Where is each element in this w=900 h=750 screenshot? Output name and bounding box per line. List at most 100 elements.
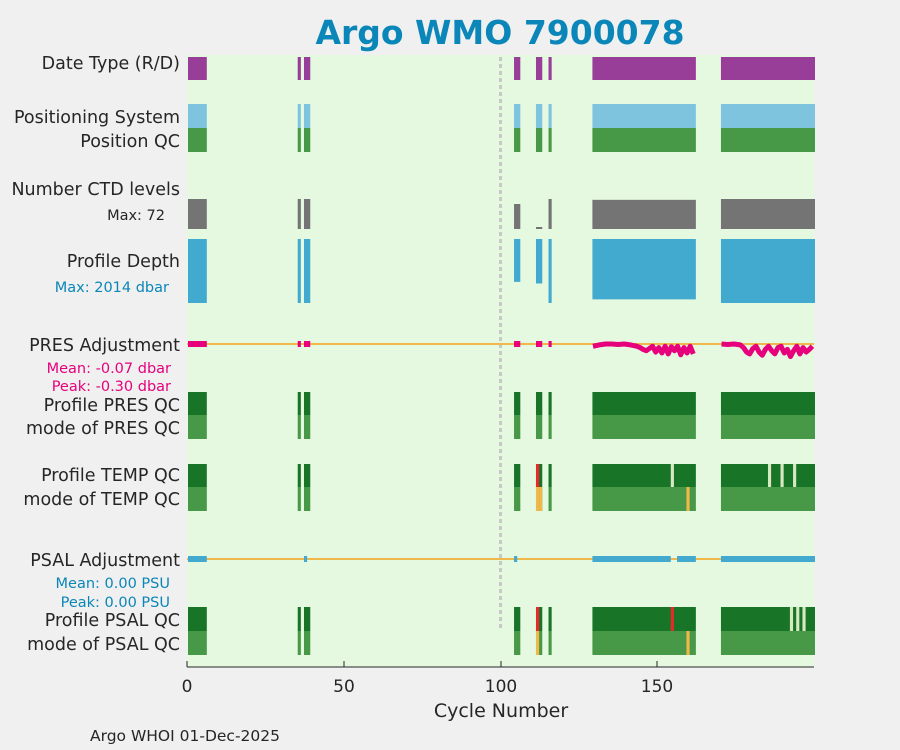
- mode-pres-qc-bar: [592, 415, 696, 439]
- mode-pres-qc-bar: [548, 415, 552, 439]
- psal-qc-flag: [535, 607, 540, 631]
- profile-temp-qc-bar: [514, 464, 521, 487]
- temp-qc-flag: [670, 464, 674, 487]
- psal-qc-flag: [535, 631, 540, 655]
- psal-adjustment-mark: [303, 556, 308, 562]
- mode-temp-qc-bar: [548, 487, 552, 511]
- mode-temp-qc-bar: [720, 487, 815, 511]
- mode-pres-qc-bar: [720, 415, 815, 439]
- label-date-type: Date Type (R/D): [42, 54, 180, 74]
- profile-psal-qc-bar: [548, 607, 552, 631]
- position-qc-bar: [720, 128, 815, 152]
- profile-depth-bar: [188, 239, 207, 303]
- label-mode-temp-qc: mode of TEMP QC: [23, 490, 180, 510]
- profile-temp-qc-bar: [303, 464, 311, 487]
- temp-qc-flag: [793, 464, 797, 487]
- x-axis-label: Cycle Number: [434, 700, 568, 722]
- mode-psal-qc-bar: [720, 631, 815, 655]
- position-qc-bar: [514, 128, 521, 152]
- label-pres-adjustment: PRES Adjustment: [29, 336, 180, 356]
- label-profile-temp-qc: Profile TEMP QC: [41, 466, 180, 486]
- positioning-bar: [514, 104, 521, 128]
- mode-pres-qc-bar: [535, 415, 543, 439]
- position-qc-bar: [188, 128, 207, 152]
- date-type-bar: [188, 57, 207, 80]
- position-qc-bar: [303, 128, 311, 152]
- mode-pres-qc-bar: [303, 415, 311, 439]
- pres-adjustment-line: [721, 341, 815, 360]
- label-pres-peak: Peak: -0.30 dbar: [52, 379, 171, 395]
- profile-pres-qc-bar: [297, 392, 301, 415]
- mode-psal-qc-bar: [188, 631, 207, 655]
- pres-adjustment-line: [592, 341, 696, 358]
- mode-psal-qc-bar: [514, 631, 521, 655]
- date-type-bar: [303, 57, 311, 80]
- psal-adjustment-mark: [188, 556, 207, 562]
- mode-psal-qc-bar: [297, 631, 301, 655]
- psal-qc-flag: [670, 607, 674, 631]
- psal-qc-flag: [802, 607, 806, 631]
- profile-depth-bar: [548, 239, 552, 303]
- pres-adjustment-mark: [297, 341, 301, 347]
- label-psal-mean: Mean: 0.00 PSU: [56, 576, 170, 592]
- profile-psal-qc-bar: [303, 607, 311, 631]
- profile-psal-qc-bar: [188, 607, 207, 631]
- label-ctd-max: Max: 72: [107, 208, 165, 224]
- profile-depth-bar: [592, 239, 696, 300]
- profile-depth-bar: [303, 239, 311, 303]
- label-psal-peak: Peak: 0.00 PSU: [61, 595, 170, 611]
- label-profile-depth: Profile Depth: [67, 252, 180, 272]
- psal-adjustment-mark: [514, 556, 518, 562]
- profile-pres-qc-bar: [535, 392, 543, 415]
- psal-adjustment-mark: [592, 556, 671, 562]
- positioning-bar: [720, 104, 815, 128]
- mode-pres-qc-bar: [297, 415, 301, 439]
- label-positioning-system: Positioning System: [14, 108, 180, 128]
- mode-psal-qc-bar: [592, 631, 696, 655]
- mode-psal-qc-bar: [548, 631, 552, 655]
- temp-qc-flag: [535, 487, 540, 511]
- date-type-bar: [592, 57, 696, 80]
- ctd-levels-bar: [303, 199, 311, 229]
- positioning-bar: [188, 104, 207, 128]
- profile-pres-qc-bar: [548, 392, 552, 415]
- profile-pres-qc-bar: [188, 392, 207, 415]
- profile-temp-qc-bar: [188, 464, 207, 487]
- pres-adjustment-mark: [535, 341, 543, 347]
- psal-adjustment-mark: [677, 556, 696, 562]
- mode-pres-qc-bar: [188, 415, 207, 439]
- profile-temp-qc-bar: [592, 464, 696, 487]
- profile-depth-bar: [535, 239, 543, 284]
- profile-psal-qc-bar: [592, 607, 696, 631]
- profile-depth-bar: [514, 239, 521, 282]
- psal-qc-flag: [796, 607, 800, 631]
- label-pres-mean: Mean: -0.07 dbar: [47, 361, 171, 377]
- label-mode-psal-qc: mode of PSAL QC: [27, 635, 180, 655]
- x-tick-label: 50: [333, 677, 355, 697]
- psal-adjustment-mark: [720, 556, 815, 562]
- positioning-bar: [592, 104, 696, 128]
- profile-temp-qc-bar: [548, 464, 552, 487]
- pres-adjustment-mark: [188, 341, 207, 347]
- temp-qc-flag: [539, 487, 543, 511]
- profile-psal-qc-bar: [514, 607, 521, 631]
- profile-pres-qc-bar: [592, 392, 696, 415]
- mode-temp-qc-bar: [592, 487, 696, 511]
- mode-temp-qc-bar: [303, 487, 311, 511]
- psal-qc-flag: [789, 607, 794, 631]
- ctd-levels-bar: [548, 199, 552, 229]
- temp-qc-flag: [535, 464, 540, 487]
- pres-adjustment-mark: [548, 341, 552, 347]
- profile-depth-bar: [297, 239, 301, 303]
- date-type-bar: [720, 57, 815, 80]
- footer-text: Argo WHOI 01-Dec-2025: [90, 727, 280, 745]
- pres-adjustment-mark: [514, 341, 521, 347]
- profile-psal-qc-bar: [297, 607, 301, 631]
- x-tick-label: 150: [641, 677, 673, 697]
- psal-qc-flag: [686, 631, 690, 655]
- ctd-levels-bar: [720, 199, 815, 229]
- temp-qc-flag: [767, 464, 772, 487]
- temp-qc-flag: [780, 464, 784, 487]
- positioning-bar: [303, 104, 311, 128]
